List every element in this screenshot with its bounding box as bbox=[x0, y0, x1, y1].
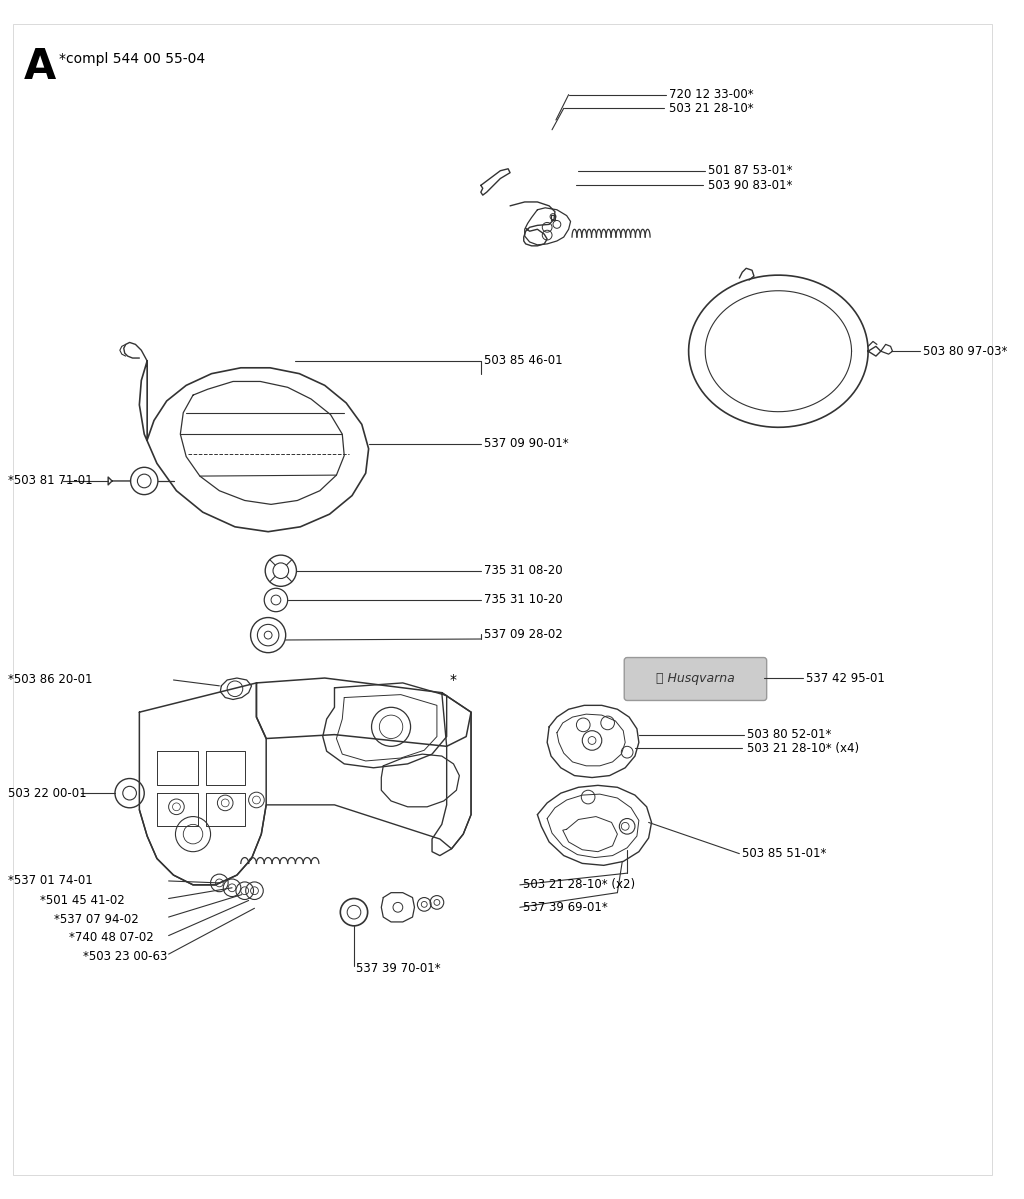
Text: 503 21 28-10* ​(x4): 503 21 28-10* ​(x4) bbox=[748, 742, 859, 755]
Text: *503 23 00-63: *503 23 00-63 bbox=[83, 950, 167, 963]
Text: *503 86 20-01: *503 86 20-01 bbox=[7, 674, 92, 687]
Text: *501 45 41-02: *501 45 41-02 bbox=[40, 894, 125, 906]
Text: ⓗ Husqvarna: ⓗ Husqvarna bbox=[656, 671, 735, 685]
Text: *compl 544 00 55-04: *compl 544 00 55-04 bbox=[59, 52, 206, 66]
Text: 537 39 69-01*: 537 39 69-01* bbox=[523, 900, 607, 914]
Text: 503 85 46-01: 503 85 46-01 bbox=[483, 355, 562, 367]
Text: *: * bbox=[450, 673, 457, 687]
Text: *740 48 07-02: *740 48 07-02 bbox=[69, 932, 154, 944]
Text: 735 31 10-20: 735 31 10-20 bbox=[483, 594, 562, 607]
Text: 537 39 70-01*: 537 39 70-01* bbox=[356, 963, 440, 975]
Text: 503 80 97-03*: 503 80 97-03* bbox=[923, 345, 1008, 357]
Text: 735 31 08-20: 735 31 08-20 bbox=[483, 565, 562, 577]
Text: 503 21 28-10*: 503 21 28-10* bbox=[669, 102, 754, 115]
Text: 537 09 28-02: 537 09 28-02 bbox=[483, 627, 562, 640]
Text: A: A bbox=[25, 46, 56, 88]
Text: *537 01 74-01: *537 01 74-01 bbox=[7, 874, 92, 887]
Text: 501 87 53-01*: 501 87 53-01* bbox=[709, 164, 793, 177]
Text: 503 80 52-01*: 503 80 52-01* bbox=[748, 728, 831, 741]
FancyBboxPatch shape bbox=[625, 657, 767, 700]
Text: *537 07 94-02: *537 07 94-02 bbox=[53, 912, 138, 926]
Text: 503 21 28-10* (x2): 503 21 28-10* (x2) bbox=[523, 879, 635, 891]
Text: 720 12 33-00*: 720 12 33-00* bbox=[669, 89, 754, 101]
Text: 503 22 00-01: 503 22 00-01 bbox=[7, 787, 86, 800]
Text: 503 85 51-01*: 503 85 51-01* bbox=[742, 848, 826, 860]
Text: *503 81 71-01: *503 81 71-01 bbox=[7, 475, 92, 488]
Text: 503 90 83-01*: 503 90 83-01* bbox=[709, 179, 793, 192]
Text: 537 09 90-01*: 537 09 90-01* bbox=[483, 438, 568, 451]
Text: 537 42 95-01: 537 42 95-01 bbox=[806, 671, 885, 685]
